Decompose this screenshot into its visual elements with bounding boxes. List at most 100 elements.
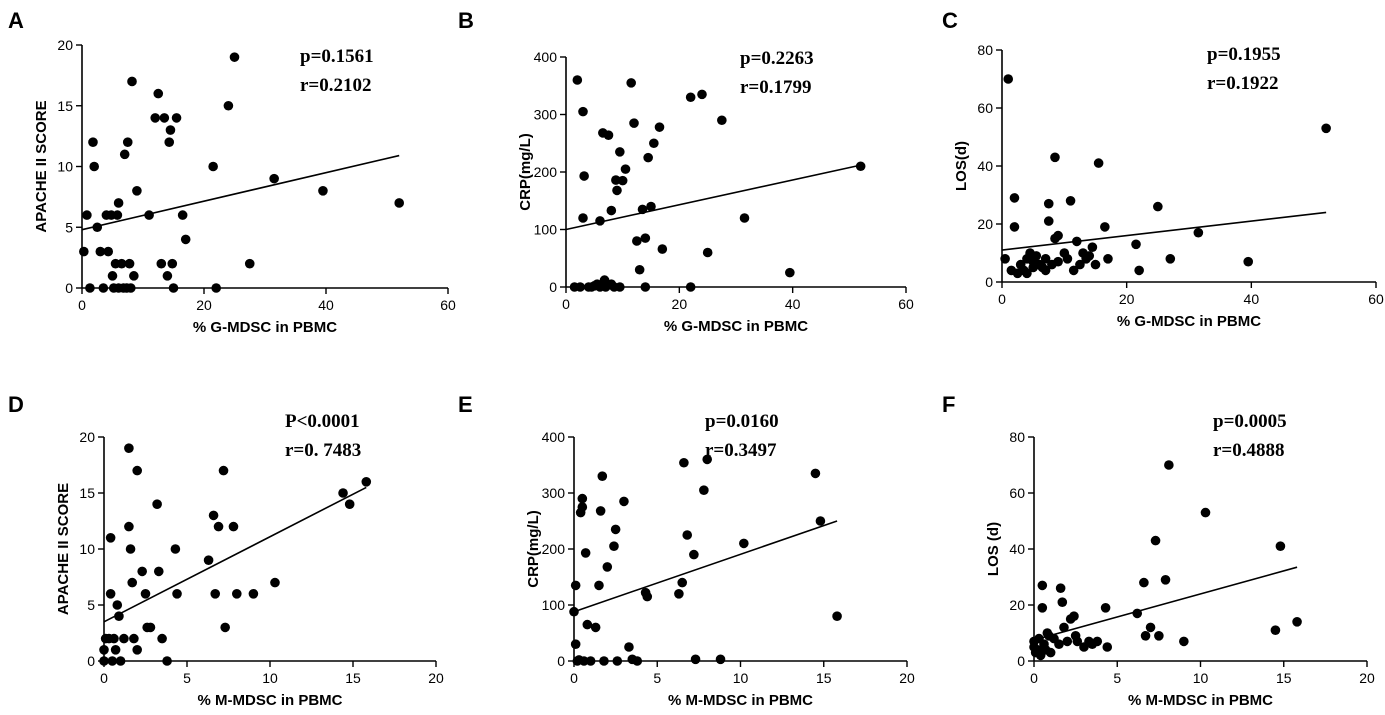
panel-a-y-tick-label: 0 — [65, 280, 73, 296]
panel-b-p-value: p=0.2263 — [740, 48, 814, 69]
panel-d-data-point — [124, 521, 134, 532]
panel-f-data-point — [1154, 631, 1164, 641]
panel-d-data-point — [220, 622, 230, 633]
panel-c-y-axis-title: LOS(d) — [953, 141, 970, 191]
panel-f-data-point — [1045, 647, 1056, 658]
panel-f-data-point — [1292, 617, 1302, 627]
panel-d-data-point — [127, 577, 138, 588]
panel-c-data-point — [1031, 251, 1042, 261]
panel-e-data-point — [597, 471, 608, 482]
panel-c-data-point — [1131, 239, 1141, 250]
panel-d-x-tick-label: 10 — [262, 670, 278, 686]
panel-d-data-point — [203, 555, 214, 565]
panel-a-x-tick-label: 20 — [196, 297, 212, 313]
panel-f-data-point — [1037, 603, 1048, 613]
panel-a-data-point — [164, 137, 175, 147]
panel-a-data-point — [132, 186, 142, 196]
panel-e-data-point — [702, 454, 712, 465]
panel-e-data-point — [609, 541, 619, 551]
panel-b-data-point — [717, 115, 727, 126]
panel-a-data-point — [144, 210, 154, 220]
panel-b-data-point — [657, 244, 668, 254]
panel-f-y-tick-label: 80 — [1009, 429, 1025, 445]
panel-b-data-point — [702, 247, 713, 258]
panel-c-data-point — [1090, 259, 1101, 270]
panel-e-data-point — [690, 654, 701, 665]
panel-c-data-point — [1009, 222, 1020, 232]
panel-f-p-value: p=0.0005 — [1213, 411, 1287, 432]
panel-a-data-point — [150, 113, 160, 123]
panel-f-data-point — [1059, 622, 1069, 633]
panel-a-data-point — [318, 186, 328, 196]
panel-a-data-point — [116, 258, 127, 269]
panel-c-x-tick-label: 40 — [1244, 291, 1260, 307]
panel-c-x-tick-label: 60 — [1368, 291, 1384, 307]
panel-f-data-point — [1072, 636, 1083, 647]
panel-d-r-value: r=0. 7483 — [285, 440, 361, 461]
panel-b-r-value: r=0.1799 — [740, 77, 812, 98]
panel-e-r-value: r=0.3497 — [705, 440, 777, 461]
panel-f-y-tick-label: 60 — [1009, 485, 1025, 501]
panel-b-x-axis-title: % G-MDSC in PBMC — [664, 318, 808, 335]
panel-f-data-point — [1132, 608, 1143, 619]
panel-a-data-point — [269, 173, 279, 184]
panel-e-data-point — [585, 656, 596, 666]
panel-c-y-tick-label: 80 — [977, 42, 993, 58]
panel-e-x-tick-label: 5 — [653, 670, 661, 686]
panel-b-data-point — [629, 118, 639, 128]
panel-b-y-axis-title: CRP(mg/L) — [517, 133, 534, 211]
panel-a-data-point — [127, 76, 137, 87]
panel-c-data-point — [1072, 236, 1082, 247]
panel-c-data-point — [1040, 265, 1051, 276]
panel-a-data-point — [88, 137, 98, 147]
panel-d-data-point — [270, 577, 280, 588]
panel-f-data-point — [1054, 639, 1064, 649]
panel-d-data-point — [248, 589, 259, 599]
panel-f-x-tick-label: 20 — [1359, 670, 1375, 686]
panel-f-data-point — [1055, 583, 1066, 593]
panel-e-data-point — [619, 496, 629, 507]
panel-f-r-value: r=0.4888 — [1213, 440, 1285, 461]
panel-f-data-point — [1102, 642, 1113, 652]
panel-d-x-tick-label: 15 — [345, 670, 361, 686]
panel-c-data-point — [1075, 259, 1085, 270]
panel-a-data-point — [122, 137, 133, 147]
panel-e-x-tick-label: 20 — [899, 670, 915, 686]
panel-d-data-point — [105, 589, 116, 599]
panel-c-letter: C — [942, 8, 958, 33]
panel-d-data-point — [344, 499, 355, 510]
panel-d-data-point — [124, 443, 134, 454]
panel-f-y-tick-label: 20 — [1009, 597, 1025, 613]
panel-c-p-value: p=0.1955 — [1207, 44, 1281, 65]
panel-d-x-tick-label: 5 — [183, 670, 191, 686]
panel-c-r-value: r=0.1922 — [1207, 73, 1279, 94]
panel-d-data-point — [112, 600, 123, 610]
panel-f-data-point — [1164, 460, 1174, 470]
panel-f-data-point — [1270, 625, 1281, 635]
panel-d-y-tick-label: 20 — [79, 429, 95, 445]
panel-c-regression-line — [1001, 211, 1327, 251]
panel-e-data-point — [699, 485, 709, 496]
panel-b-data-point — [578, 106, 588, 117]
panel-b-y-tick-label: 200 — [534, 164, 558, 180]
panel-b-data-point — [640, 233, 651, 243]
panel-d-data-point — [105, 533, 116, 543]
panel-d-data-point — [218, 465, 229, 476]
panel-a-x-tick-label: 40 — [318, 297, 334, 313]
panel-d-y-axis-title: APACHE II SCORE — [55, 483, 72, 615]
panel-d-data-point — [152, 499, 162, 510]
panel-b-data-point — [612, 185, 622, 196]
panel-c-y-tick-label: 60 — [977, 100, 993, 116]
panel-e-p-value: p=0.0160 — [705, 411, 779, 432]
panel-d-data-point — [129, 633, 139, 644]
panel-b-data-point — [643, 152, 653, 163]
panel-d-data-point — [213, 521, 224, 532]
panel-d-data-point — [145, 622, 156, 633]
panel-f-data-point — [1100, 603, 1111, 613]
panel-f-x-tick-label: 0 — [1030, 670, 1038, 686]
panel-a-data-point — [112, 210, 123, 220]
panel-b-x-tick-label: 60 — [898, 296, 914, 312]
panel-b-data-point — [617, 175, 628, 186]
panel-e-data-point — [569, 606, 579, 617]
panel-b-y-tick-label: 100 — [534, 222, 558, 238]
